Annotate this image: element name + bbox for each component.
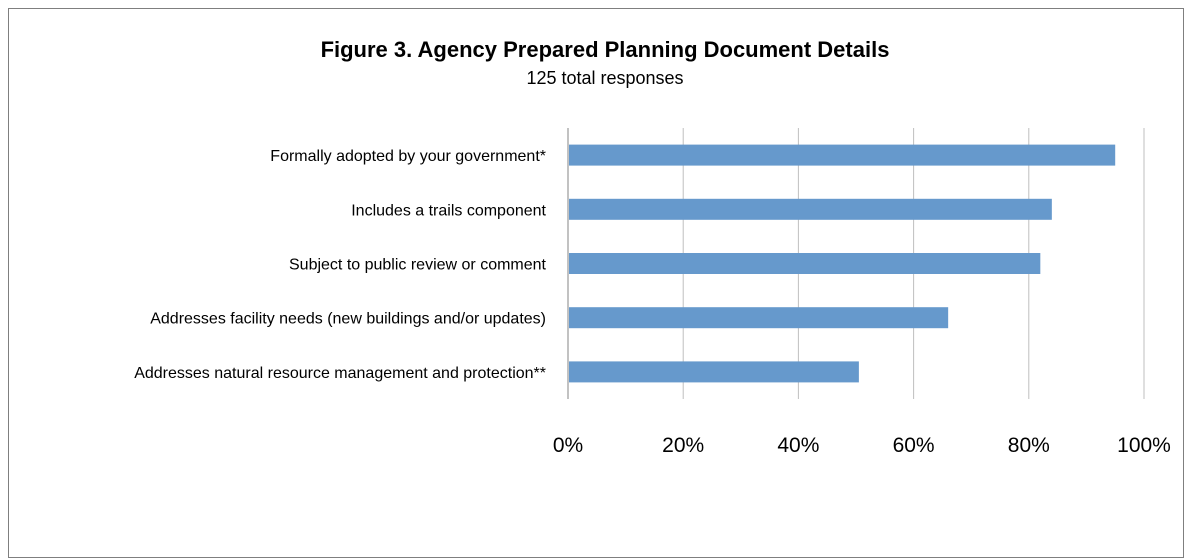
bar	[569, 253, 1041, 274]
x-tick-label: 20%	[662, 434, 704, 457]
x-tick-label: 40%	[777, 434, 819, 457]
bar	[569, 144, 1116, 166]
x-tick-label: 60%	[893, 434, 935, 457]
chart-subtitle: 125 total responses	[526, 68, 684, 88]
bar-chart: Formally adopted by your government* Incl…	[134, 128, 1171, 457]
category-label: Addresses natural resource management an…	[134, 365, 546, 382]
chart-title: Figure 3. Agency Prepared Planning Docum…	[320, 37, 890, 62]
category-label: Includes a trails component	[351, 202, 546, 219]
bar	[569, 198, 1052, 220]
category-label: Addresses facility needs (new buildings …	[150, 311, 546, 328]
category-label: Formally adopted by your government*	[270, 148, 546, 165]
bar	[569, 307, 949, 329]
bar	[569, 361, 859, 383]
category-label: Subject to public review or comment	[289, 257, 547, 274]
chart-frame	[8, 8, 1184, 558]
x-tick-label: 0%	[553, 434, 583, 457]
x-tick-label: 80%	[1008, 434, 1050, 457]
x-tick-label: 100%	[1117, 434, 1171, 457]
